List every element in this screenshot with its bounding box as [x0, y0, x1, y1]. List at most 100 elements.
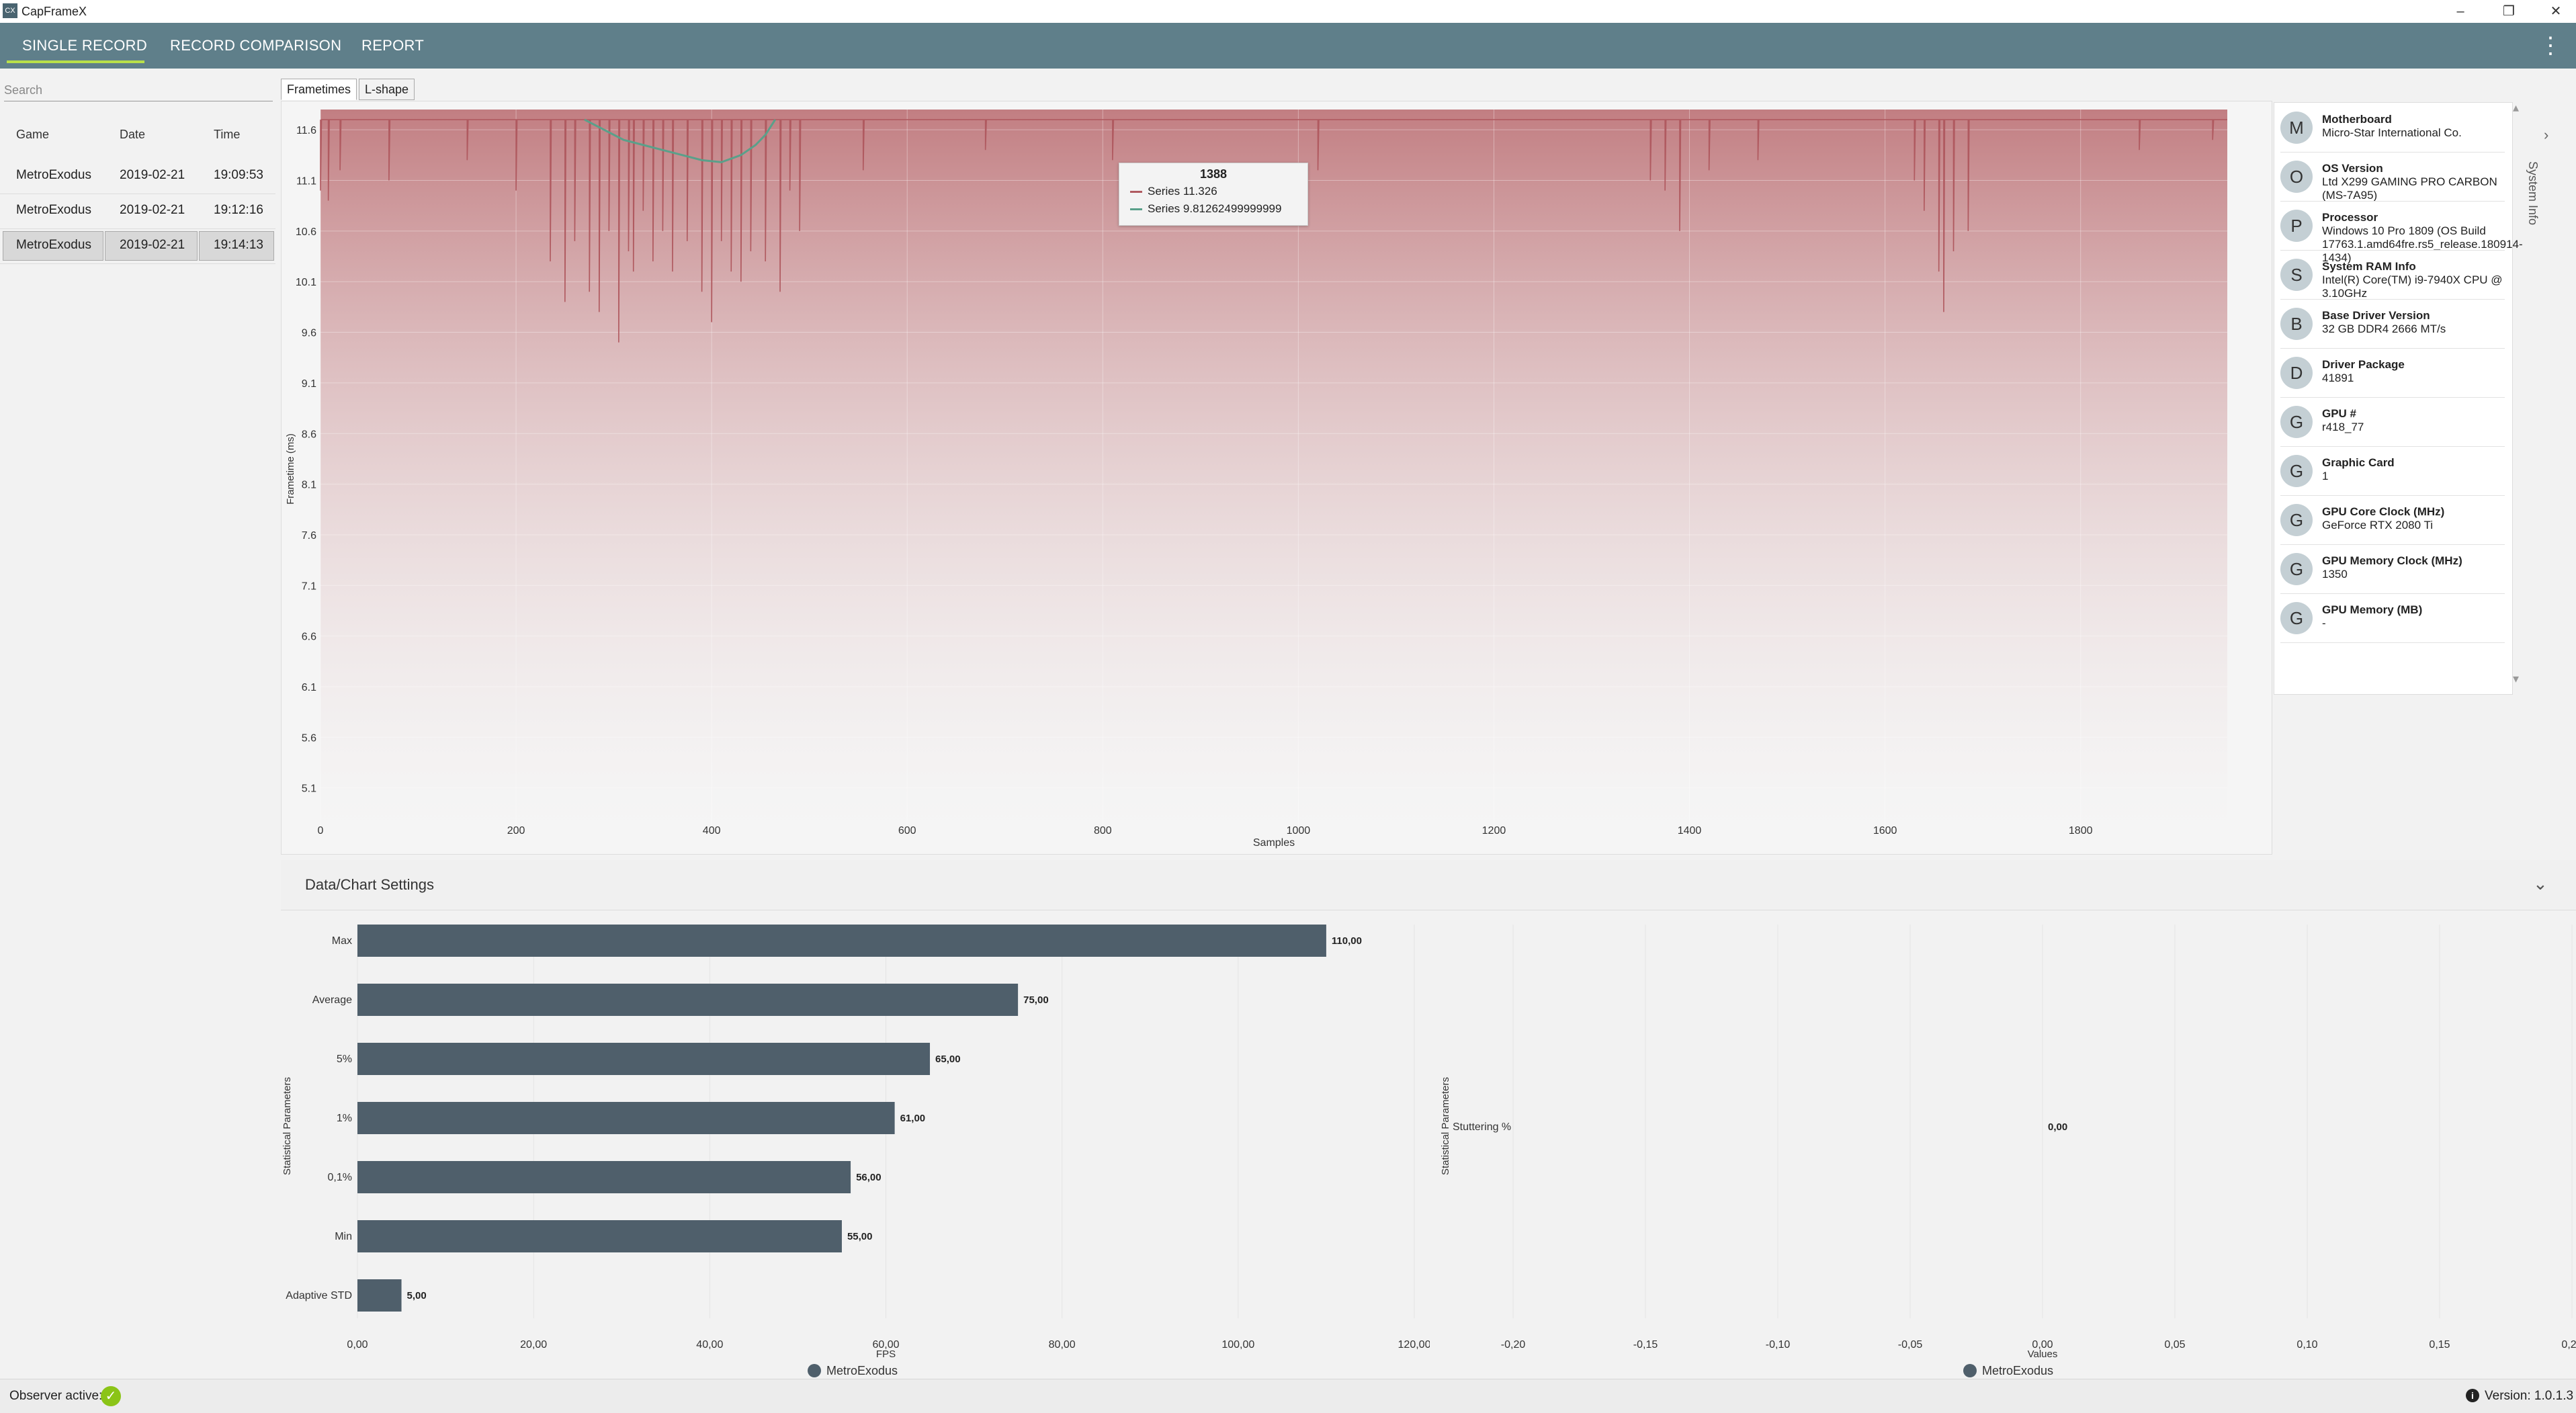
column-header-date[interactable]: Date: [120, 128, 146, 141]
tab-frametimes[interactable]: Frametimes: [281, 79, 357, 100]
y-tick-label: 7.6: [302, 530, 316, 542]
bar-value-label: 61,00: [900, 1113, 926, 1124]
item-avatar-icon: G: [2280, 504, 2313, 536]
system-info-value: 32 GB DDR4 2666 MT/s: [2322, 323, 2446, 335]
close-button[interactable]: ✕: [2550, 4, 2562, 19]
x-tick-label: 1200: [1482, 825, 1506, 837]
bar-value-label: 75,00: [1023, 994, 1049, 1006]
x-tick-label: 20,00: [520, 1339, 547, 1351]
x-tick-label: 0,05: [2164, 1339, 2185, 1351]
tab-report[interactable]: REPORT: [361, 37, 425, 54]
record-row-selected[interactable]: MetroExodus 2019-02-21 19:14:13: [0, 228, 275, 264]
system-info-item: P Processor Windows 10 Pro 1809 (OS Build …: [2274, 202, 2523, 264]
item-avatar-icon: D: [2280, 357, 2313, 389]
x-tick-label: 0: [318, 825, 324, 837]
divider: [2280, 250, 2505, 251]
system-info-value: 1: [2322, 470, 2329, 482]
x-tick-label: 1400: [1678, 825, 1702, 837]
statistical-parameters-chart: 0,00 20,00 40,00 60,00 80,00 100,00 120,00 Max 1…: [282, 925, 1430, 1377]
tab-record-comparison[interactable]: RECORD COMPARISON: [170, 37, 342, 54]
system-info-label: Driver Package: [2322, 358, 2405, 371]
chevron-right-icon[interactable]: ›: [2544, 126, 2549, 143]
record-row[interactable]: MetroExodus 2019-02-21 19:12:16: [0, 194, 275, 229]
observer-label: Observer active:: [9, 1389, 103, 1403]
item-avatar-icon: P: [2280, 210, 2313, 242]
x-tick-label: -0,05: [1898, 1339, 1923, 1351]
chevron-down-icon[interactable]: ⌄: [2533, 873, 2548, 894]
x-tick-label: 120,00: [1398, 1339, 1430, 1351]
legend-swatch: [808, 1364, 821, 1377]
category-label: Adaptive STD: [286, 1290, 352, 1301]
settings-title: Data/Chart Settings: [305, 876, 434, 893]
category-label: Min: [335, 1231, 352, 1242]
x-tick-label: 40,00: [696, 1339, 723, 1351]
x-tick-label: 0,00: [2032, 1339, 2053, 1351]
minimize-button[interactable]: –: [2456, 4, 2464, 19]
scroll-down-icon[interactable]: ▾: [2513, 672, 2520, 685]
bar: [357, 1161, 851, 1193]
item-avatar-icon: G: [2280, 602, 2313, 634]
bar: [357, 984, 1019, 1016]
x-axis-label: Values: [2028, 1348, 2058, 1360]
more-menu-icon[interactable]: ⋮: [2539, 33, 2562, 58]
column-header-time[interactable]: Time: [214, 128, 241, 141]
y-tick-label: 11.1: [296, 175, 316, 187]
system-info-label: GPU Core Clock (MHz): [2322, 505, 2445, 518]
item-avatar-icon: G: [2280, 455, 2313, 487]
record-list-panel: [0, 69, 277, 1379]
selected-cell-highlight: [3, 231, 103, 261]
item-avatar-icon: B: [2280, 308, 2313, 340]
frametimes-chart: 0 200 400 600 800 1000 1200 1400 1600 1800 11.6 11.…: [281, 101, 2272, 855]
system-info-label: Motherboard: [2322, 113, 2392, 126]
system-info-item: O OS Version Ltd X299 GAMING PRO CARBON (M…: [2274, 153, 2511, 202]
scroll-up-icon[interactable]: ▴: [2513, 101, 2520, 114]
y-tick-label: 9.1: [302, 378, 316, 390]
x-tick-label: 400: [703, 825, 721, 837]
series-swatch-icon: [1130, 208, 1142, 211]
x-tick-label: 1600: [1873, 825, 1897, 837]
system-info-label: System RAM Info: [2322, 260, 2416, 273]
y-tick-label: 10.1: [296, 277, 316, 288]
tab-single-record[interactable]: SINGLE RECORD: [22, 37, 148, 54]
legend-label: MetroExodus: [826, 1364, 898, 1377]
x-axis-label: Samples: [1253, 837, 1295, 849]
moving-average-series-line: [584, 118, 777, 163]
x-axis-label: FPS: [876, 1348, 896, 1360]
system-info-value: Windows 10 Pro 1809 (OS Build 17763.1.am…: [2322, 224, 2523, 264]
system-info-item: G GPU Memory (MB) -: [2274, 594, 2511, 643]
divider: [2280, 642, 2505, 643]
category-label: Average: [312, 994, 352, 1006]
record-row[interactable]: MetroExodus 2019-02-21 19:09:53: [0, 159, 275, 194]
column-header-game[interactable]: Game: [16, 128, 50, 141]
divider: [2280, 495, 2505, 496]
bar: [357, 1220, 842, 1252]
x-tick-label: 0,00: [347, 1339, 368, 1351]
record-game: MetroExodus: [16, 203, 91, 217]
y-tick-label: 7.1: [302, 581, 316, 592]
system-info-title[interactable]: System Info: [2526, 161, 2540, 226]
system-info-value: Ltd X299 GAMING PRO CARBON (MS-7A95): [2322, 175, 2497, 202]
frametimes-plot: 0 200 400 600 800 1000 1200 1400 1600 1800 11.6 11.…: [285, 110, 2227, 849]
item-avatar-icon: S: [2280, 259, 2313, 291]
system-info-label: GPU #: [2322, 407, 2357, 420]
y-tick-label: 6.6: [302, 632, 316, 643]
divider: [2280, 544, 2505, 545]
y-tick-label: 9.6: [302, 328, 316, 339]
maximize-button[interactable]: ❐: [2503, 4, 2515, 19]
bar-value-label: 5,00: [407, 1290, 427, 1301]
system-info-item: D Driver Package 41891: [2274, 349, 2511, 398]
x-tick-label: 0,15: [2429, 1339, 2450, 1351]
chart-tooltip: 1388 Series 11.326 Series 9.812624999999…: [1119, 163, 1308, 226]
y-tick-label: 5.1: [302, 783, 316, 795]
system-info-label: OS Version: [2322, 162, 2383, 175]
data-chart-settings-expander[interactable]: Data/Chart Settings ⌄: [281, 860, 2576, 910]
search-input[interactable]: [4, 79, 273, 101]
record-time: 19:09:53: [214, 168, 263, 182]
window-titlebar: [0, 0, 2576, 23]
observer-active-check-icon[interactable]: ✓: [101, 1386, 121, 1406]
divider: [2280, 446, 2505, 447]
window-title: CapFrameX: [22, 5, 87, 18]
category-label: 1%: [337, 1113, 352, 1124]
system-info-item: G Graphic Card 1: [2274, 447, 2511, 496]
tab-l-shape[interactable]: L-shape: [359, 79, 415, 100]
